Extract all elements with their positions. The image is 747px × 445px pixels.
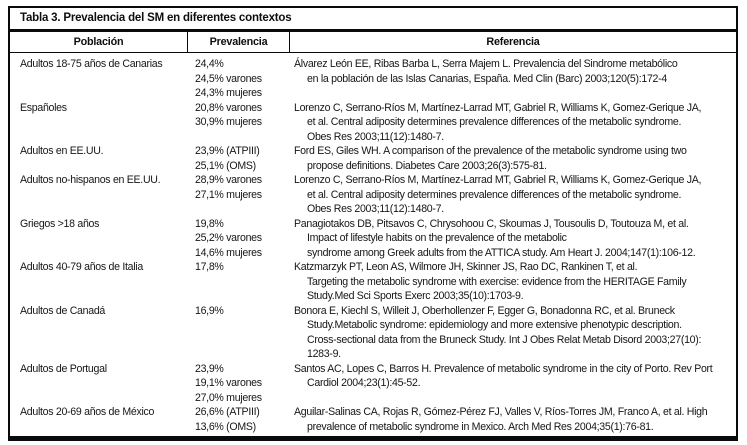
prevalencia-line: 28,9% varones xyxy=(195,174,262,186)
poblacion-label: Adultos en EE.UU. xyxy=(20,145,104,157)
prevalencia-line: 13,6% (OMS) xyxy=(195,420,256,433)
poblacion-cell: Adultos en EE.UU. xyxy=(10,144,187,173)
prevalencia-cell: 28,9% varones 27,1% mujeres xyxy=(187,173,289,217)
referencia-line: Aguilar-Salinas CA, Rojas R, Gómez-Pérez… xyxy=(294,406,708,418)
poblacion-label: Adultos 18-75 años de Canarias xyxy=(20,58,163,70)
prevalencia-line: 25,2% varones xyxy=(195,232,262,244)
table-header: Población Prevalencia Referencia xyxy=(10,32,736,53)
prevalencia-cell: 16,9% xyxy=(187,304,289,362)
prevalencia-cell: 17,8% xyxy=(187,260,289,304)
table-row: Españoles 20,8% varones 30,9% mujeres Loren… xyxy=(10,101,736,145)
referencia-line: et al. Central adiposity determines prev… xyxy=(307,116,682,128)
poblacion-label: Adultos no-hispanos en EE.UU. xyxy=(20,174,161,186)
poblacion-cell: Españoles xyxy=(10,101,187,145)
poblacion-cell: Adultos 40-79 años de Italia xyxy=(10,260,187,304)
referencia-line: Bonora E, Kiechl S, Willeit J, Oberholle… xyxy=(294,304,675,317)
prevalencia-cell: 23,9% 19,1% varones 27,0% mujeres xyxy=(187,362,289,406)
table-row: Griegos >18 años 19,8% 25,2% varones 14,6% … xyxy=(10,217,736,261)
prevalencia-cell: 24,4% 24,5% varones 24,3% mujeres xyxy=(187,57,289,101)
prevalencia-cell: 20,8% varones 30,9% mujeres xyxy=(187,101,289,145)
prevalencia-line: 16,9% xyxy=(195,304,224,317)
referencia-line: Álvarez León EE, Ribas Barba L, Serra Ma… xyxy=(294,58,678,70)
poblacion-label: Adultos 20-69 años de México xyxy=(20,406,155,418)
referencia-line: Obes Res 2003;11(12):1480-7. xyxy=(307,203,444,215)
referencia-line: Targeting the metabolic syndrome with ex… xyxy=(307,275,687,288)
referencia-line: Katzmarzyk PT, Leon AS, Wilmore JH, Skin… xyxy=(294,261,638,273)
poblacion-label: Adultos 40-79 años de Italia xyxy=(20,261,143,273)
referencia-cell: Bonora E, Kiechl S, Willeit J, Oberholle… xyxy=(289,304,736,362)
referencia-line: Study.Metabolic syndrome: epidemiology a… xyxy=(307,319,682,331)
referencia-cell: Aguilar-Salinas CA, Rojas R, Gómez-Pérez… xyxy=(289,405,736,434)
prevalencia-cell: 23,9% (ATPIII) 25,1% (OMS) xyxy=(187,144,289,173)
prevalencia-line: 19,1% varones xyxy=(195,377,262,389)
prevalencia-line: 24,3% mujeres xyxy=(195,87,262,99)
referencia-line: Panagiotakos DB, Pitsavos C, Chrysohoou … xyxy=(294,217,689,230)
column-header-prevalencia: Prevalencia xyxy=(187,32,289,52)
prevalencia-line: 17,8% xyxy=(195,261,224,273)
referencia-line: Santos AC, Lopes C, Barros H. Prevalence… xyxy=(294,362,713,375)
prevalencia-cell: 19,8% 25,2% varones 14,6% mujeres xyxy=(187,217,289,261)
referencia-line: propose definitions. Diabetes Care 2003;… xyxy=(307,159,547,172)
poblacion-label: Griegos >18 años xyxy=(20,217,100,230)
poblacion-label: Españoles xyxy=(20,101,67,114)
table-row: Adultos de Portugal 23,9% 19,1% varones 27,… xyxy=(10,362,736,406)
prevalencia-line: 14,6% mujeres xyxy=(195,246,262,259)
poblacion-label: Adultos de Portugal xyxy=(20,362,107,375)
poblacion-cell: Adultos 18-75 años de Canarias xyxy=(10,57,187,101)
referencia-line: Ford ES, Giles WH. A comparison of the p… xyxy=(294,145,687,157)
column-header-poblacion: Población xyxy=(73,36,124,48)
poblacion-cell: Adultos no-hispanos en EE.UU. xyxy=(10,173,187,217)
referencia-line: Impact of lifestyle habits on the preval… xyxy=(307,232,567,244)
prevalencia-line: 23,9% (ATPIII) xyxy=(195,145,260,157)
referencia-line: Obes Res 2003;11(12):1480-7. xyxy=(307,130,444,143)
referencia-cell: Lorenzo C, Serrano-Ríos M, Martínez-Larr… xyxy=(289,101,736,145)
referencia-line: Lorenzo C, Serrano-Ríos M, Martínez-Larr… xyxy=(294,101,702,114)
prevalencia-line: 30,9% mujeres xyxy=(195,116,262,128)
table-row: Adultos 40-79 años de Italia 17,8% Katzmar… xyxy=(10,260,736,304)
referencia-cell: Santos AC, Lopes C, Barros H. Prevalence… xyxy=(289,362,736,406)
prevalencia-line: 24,4% xyxy=(195,58,224,70)
referencia-line: syndrome among Greek adults from the ATT… xyxy=(307,246,696,259)
referencia-cell: Lorenzo C, Serrano-Ríos M, Martínez-Larr… xyxy=(289,173,736,217)
referencia-line: Cardiol 2004;23(1):45-52. xyxy=(307,377,421,389)
prevalencia-line: 27,1% mujeres xyxy=(195,188,262,201)
poblacion-cell: Griegos >18 años xyxy=(10,217,187,261)
prevalencia-line: 20,8% varones xyxy=(195,101,262,114)
table-frame: Tabla 3. Prevalencia del SM en diferente… xyxy=(8,6,738,441)
referencia-line: Cross-sectional data from the Bruneck St… xyxy=(307,333,702,346)
referencia-line: prevalence of metabolic syndrome in Mexi… xyxy=(307,420,654,433)
table-row: Adultos en EE.UU. 23,9% (ATPIII) 25,1% (OM… xyxy=(10,144,736,173)
table-body: Adultos 18-75 años de Canarias 24,4% 24,5%… xyxy=(10,53,736,439)
referencia-line: et al. Central adiposity determines prev… xyxy=(307,188,682,201)
referencia-cell: Katzmarzyk PT, Leon AS, Wilmore JH, Skin… xyxy=(289,260,736,304)
prevalencia-line: 26,6% (ATPIII) xyxy=(195,406,260,418)
referencia-cell: Panagiotakos DB, Pitsavos C, Chrysohoou … xyxy=(289,217,736,261)
table-title: Tabla 3. Prevalencia del SM en diferente… xyxy=(10,8,736,32)
poblacion-label: Adultos de Canadá xyxy=(20,304,106,317)
table-row: Adultos no-hispanos en EE.UU. 28,9% varon… xyxy=(10,173,736,217)
poblacion-cell: Adultos 20-69 años de México xyxy=(10,405,187,434)
poblacion-cell: Adultos de Portugal xyxy=(10,362,187,406)
referencia-line: Study.Med Sci Sports Exerc 2003;35(10):1… xyxy=(307,290,524,302)
table-row: Adultos 20-69 años de México 26,6% (ATPII… xyxy=(10,405,736,434)
table-row: Adultos 18-75 años de Canarias 24,4% 24,5%… xyxy=(10,57,736,101)
poblacion-cell: Adultos de Canadá xyxy=(10,304,187,362)
referencia-line: 1283-9. xyxy=(307,348,341,360)
referencia-line: Lorenzo C, Serrano-Ríos M, Martínez-Larr… xyxy=(294,174,702,186)
prevalencia-cell: 26,6% (ATPIII) 13,6% (OMS) xyxy=(187,405,289,434)
table-row: Adultos de Canadá 16,9% Bonora E, Kiechl S… xyxy=(10,304,736,362)
prevalencia-line: 24,5% varones xyxy=(195,72,262,85)
prevalencia-line: 27,0% mujeres xyxy=(195,391,262,404)
prevalencia-line: 23,9% xyxy=(195,362,224,375)
referencia-cell: Álvarez León EE, Ribas Barba L, Serra Ma… xyxy=(289,57,736,101)
column-header-referencia: Referencia xyxy=(289,32,736,52)
prevalencia-line: 19,8% xyxy=(195,217,224,230)
prevalencia-line: 25,1% (OMS) xyxy=(195,159,256,172)
referencia-line: en la población de las Islas Canarias, E… xyxy=(307,72,667,85)
referencia-cell: Ford ES, Giles WH. A comparison of the p… xyxy=(289,144,736,173)
